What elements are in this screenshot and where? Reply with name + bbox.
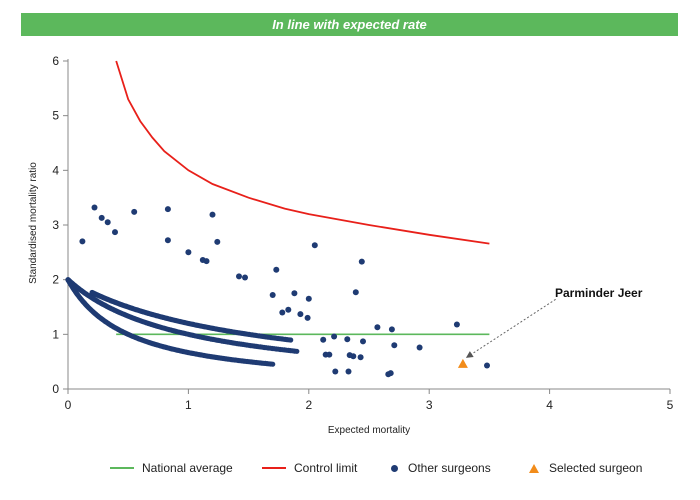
other-surgeon-point	[357, 354, 364, 361]
other-surgeon-point	[209, 211, 216, 218]
legend-item-selected-surgeon: Selected surgeon	[525, 458, 642, 478]
x-tick-label: 4	[546, 398, 553, 412]
other-surgeon-point	[388, 326, 395, 333]
other-surgeon-point	[112, 229, 118, 236]
annotation-arrow-line	[465, 298, 556, 359]
annotation-arrow-head	[465, 351, 474, 358]
chart-legend: National average Control limit Other sur…	[0, 458, 700, 478]
other-surgeon-point	[484, 362, 490, 369]
y-tick-label: 5	[52, 109, 59, 123]
x-tick-label: 0	[65, 398, 72, 412]
other-surgeon-point	[344, 336, 351, 343]
other-surgeon-point	[236, 273, 242, 280]
other-surgeon-point	[214, 238, 221, 245]
x-tick-label: 2	[305, 398, 312, 412]
other-surgeon-point	[374, 324, 381, 331]
other-surgeon-point	[131, 208, 138, 215]
other-surgeon-point	[326, 351, 333, 358]
other-surgeon-point	[98, 214, 105, 221]
x-axis-ticks: 0 1 2 3 4 5	[65, 389, 674, 412]
control-limit-line	[115, 60, 490, 245]
other-surgeon-point	[79, 238, 86, 245]
control-limit-path	[115, 60, 490, 245]
other-surgeon-point	[242, 274, 248, 281]
other-surgeon-point	[345, 368, 352, 375]
other-surgeon-point	[360, 338, 366, 345]
other-surgeon-point	[358, 258, 365, 265]
other-surgeon-point	[304, 314, 311, 321]
legend-item-national-average: National average	[110, 458, 233, 478]
y-axis-title: Standardised mortality ratio	[28, 162, 39, 284]
legend-label-national: National average	[142, 461, 233, 475]
selected-surgeon-annotation: Parminder Jeer	[465, 286, 643, 359]
other-surgeon-point	[269, 292, 276, 298]
other-surgeon-point	[291, 290, 298, 297]
legend-triangle-icon	[529, 463, 539, 473]
legend-dot-icon	[391, 464, 398, 472]
other-surgeon-point	[352, 289, 359, 296]
y-tick-label: 6	[52, 54, 59, 68]
y-tick-label: 2	[52, 273, 59, 287]
other-surgeon-point	[332, 368, 339, 375]
legend-label-selected: Selected surgeon	[549, 461, 643, 475]
y-axis-ticks: 0 1 2 3 4 5 6	[52, 54, 68, 396]
selected-surgeon-marker	[457, 358, 468, 368]
y-tick-label: 3	[52, 218, 59, 232]
funnel-plot: 0 1 2 3 4 5 6 0 1 2 3 4 5 Standardised mortality ra…	[28, 54, 674, 436]
other-surgeon-point	[185, 249, 192, 256]
other-surgeon-point	[391, 342, 398, 349]
other-surgeon-point	[164, 237, 171, 244]
other-surgeon-point	[288, 337, 294, 343]
other-surgeon-point	[331, 333, 338, 340]
other-surgeon-point	[453, 321, 460, 328]
other-surgeon-point	[270, 361, 276, 367]
y-tick-label: 1	[52, 327, 59, 341]
other-surgeon-point	[387, 370, 394, 377]
x-tick-label: 3	[426, 398, 433, 412]
other-surgeon-point	[91, 204, 98, 211]
x-axis-title: Expected mortality	[328, 425, 410, 436]
other-surgeon-point	[279, 309, 286, 316]
x-tick-label: 5	[667, 398, 674, 412]
legend-item-other-surgeons: Other surgeons	[385, 458, 491, 478]
status-banner-text: In line with expected rate	[272, 17, 427, 32]
y-tick-label: 4	[52, 163, 59, 177]
legend-item-control-limit: Control limit	[262, 458, 357, 478]
selected-surgeon-group	[457, 358, 468, 368]
other-surgeon-point	[346, 352, 353, 359]
other-surgeon-point	[305, 295, 312, 302]
selected-surgeon-label: Parminder Jeer	[555, 286, 643, 300]
other-surgeon-point	[164, 206, 171, 213]
other-surgeon-point	[285, 306, 292, 313]
other-surgeon-point	[273, 266, 280, 273]
other-surgeon-point	[320, 336, 327, 343]
legend-label-others: Other surgeons	[408, 461, 491, 475]
other-surgeon-point	[416, 344, 423, 351]
legend-label-control: Control limit	[294, 461, 358, 475]
other-surgeon-point	[297, 311, 304, 318]
status-banner: In line with expected rate	[21, 13, 678, 36]
legend-line-red	[262, 467, 286, 469]
other-surgeon-point	[203, 258, 210, 265]
x-tick-label: 1	[185, 398, 192, 412]
other-surgeon-point	[311, 242, 318, 249]
y-tick-label: 0	[52, 382, 59, 396]
other-surgeon-point	[294, 348, 300, 354]
plot-axes	[67, 59, 670, 390]
other-surgeon-point	[104, 219, 111, 226]
other-surgeons-points	[65, 204, 490, 378]
legend-line-green	[110, 467, 134, 469]
